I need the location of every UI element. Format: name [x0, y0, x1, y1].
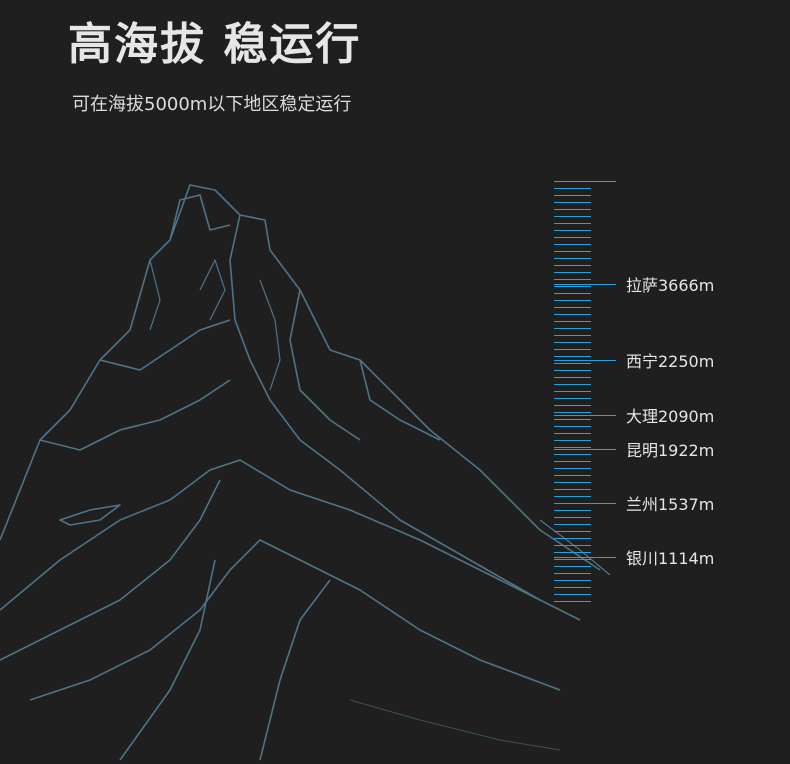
scale-tick: [554, 468, 591, 469]
scale-tick: [554, 195, 591, 196]
scale-tick: [554, 230, 591, 231]
city-label-lanzhou: 兰州1537m: [626, 495, 715, 514]
city-marker-line: [554, 557, 616, 558]
city-label-xining: 西宁2250m: [626, 352, 715, 371]
scale-tick: [554, 566, 591, 567]
scale-tick: [554, 419, 591, 420]
city-label-lhasa: 拉萨3666m: [626, 276, 715, 295]
scale-tick: [554, 475, 591, 476]
scale-tick: [554, 510, 591, 511]
scale-tick: [554, 202, 591, 203]
scale-tick: [554, 496, 591, 497]
scale-tick: [554, 321, 591, 322]
scale-tick: [554, 223, 591, 224]
scale-tick: [554, 300, 591, 301]
scale-top-line: [554, 181, 616, 182]
scale-tick: [554, 314, 591, 315]
scale-tick: [554, 279, 591, 280]
scale-tick: [554, 517, 591, 518]
scale-tick: [554, 433, 591, 434]
scale-tick: [554, 454, 591, 455]
scale-tick: [554, 244, 591, 245]
scale-tick: [554, 482, 591, 483]
page-subtitle: 可在海拔5000m以下地区稳定运行: [72, 94, 352, 115]
scale-tick: [554, 573, 591, 574]
scale-tick: [554, 384, 591, 385]
scale-tick: [554, 216, 591, 217]
scale-tick: [554, 601, 591, 602]
scale-tick: [554, 251, 591, 252]
scale-tick: [554, 447, 591, 448]
scale-tick: [554, 426, 591, 427]
scale-tick: [554, 335, 591, 336]
scale-tick: [554, 398, 591, 399]
city-label-yinchuan: 银川1114m: [626, 549, 715, 568]
scale-tick: [554, 412, 591, 413]
scale-tick: [554, 545, 591, 546]
scale-tick: [554, 405, 591, 406]
scale-tick: [554, 594, 591, 595]
scale-tick: [554, 307, 591, 308]
city-marker-line: [554, 360, 616, 361]
scale-tick: [554, 440, 591, 441]
scale-tick: [554, 552, 591, 553]
scale-tick: [554, 188, 591, 189]
scale-tick: [554, 342, 591, 343]
city-marker-line: [554, 415, 616, 416]
scale-tick: [554, 370, 591, 371]
scale-tick: [554, 503, 591, 504]
scale-tick: [554, 272, 591, 273]
scale-tick: [554, 237, 591, 238]
scale-tick: [554, 580, 591, 581]
scale-tick: [554, 538, 591, 539]
scale-tick: [554, 349, 591, 350]
scale-tick: [554, 391, 591, 392]
scale-tick: [554, 356, 591, 357]
scale-tick: [554, 377, 591, 378]
scale-tick: [554, 363, 591, 364]
city-marker-line: [554, 449, 616, 450]
scale-tick: [554, 328, 591, 329]
city-marker-line: [554, 284, 616, 285]
scale-tick: [554, 286, 591, 287]
scale-tick: [554, 524, 591, 525]
city-label-kunming: 昆明1922m: [626, 441, 715, 460]
scale-tick: [554, 531, 591, 532]
city-label-dali: 大理2090m: [626, 407, 715, 426]
page-title: 高海拔 稳运行: [68, 19, 362, 70]
scale-tick: [554, 258, 591, 259]
scale-tick: [554, 587, 591, 588]
scale-tick: [554, 293, 591, 294]
scale-tick: [554, 559, 591, 560]
scale-tick: [554, 209, 591, 210]
scale-tick: [554, 461, 591, 462]
scale-tick: [554, 489, 591, 490]
scale-tick: [554, 265, 591, 266]
